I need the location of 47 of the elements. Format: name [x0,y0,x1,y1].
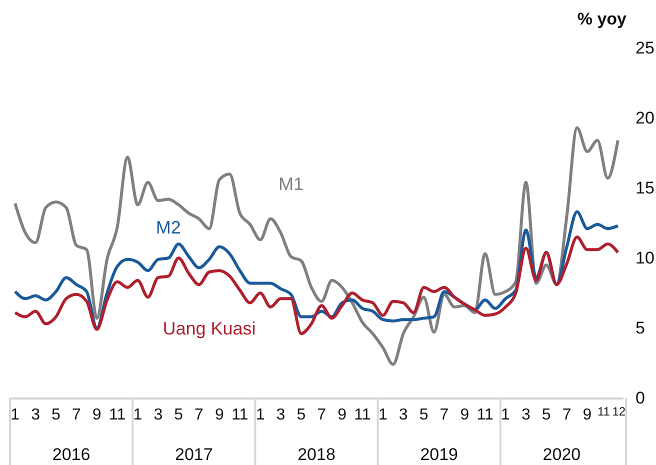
y-axis-title: % yoy [577,10,628,28]
y-tick-label: 10 [636,248,654,268]
x-tick-label: 3 [521,406,530,424]
text: 2019 [420,445,458,464]
series-label: Uang Kuasi [162,318,256,338]
y-tick-label: 25 [636,38,654,58]
x-tick-label: 11 [232,406,248,424]
x-tick-label: 3 [154,406,163,424]
x-tick-label: 9 [460,406,470,424]
x-tick-label: 11 [354,406,371,424]
x-tick-label: 9 [582,406,592,424]
x-tick-label: 3 [31,406,40,424]
text: 2017 [174,445,213,464]
y-tick-label: 15 [636,178,654,198]
series-label: M1 [278,174,304,194]
x-tick-label: 7 [72,406,81,424]
x-tick-label: 7 [440,406,449,424]
x-tick-label: 1 [378,406,388,424]
x-tick-label: 5 [52,406,61,424]
series-label: M2 [156,218,181,238]
x-tick-label: 9 [92,406,102,424]
text: 2016 [52,445,90,464]
x-tick-label: 5 [542,406,551,424]
x-tick-label: 11 [476,406,494,424]
x-tick-label: 5 [296,406,306,424]
x-tick-label: 1 [256,406,265,424]
x-tick-label: 1 [10,406,20,424]
x-tick-label: 1 [133,406,142,424]
y-tick-label: 5 [636,318,645,338]
x-tick-label: 1 [501,406,510,424]
x-tick-label: 7 [194,406,204,424]
x-tick-label: 5 [174,406,184,424]
x-tick-label: 11 [597,404,610,418]
x-tick-label: 3 [276,406,286,424]
x-tick-label: 9 [338,406,347,424]
x-tick-label: 5 [419,406,428,424]
x-tick-label: 9 [214,406,224,424]
x-tick-label: 11 [108,406,126,424]
text: 2020 [542,445,581,464]
line-series [14,126,620,366]
x-tick-label: 7 [317,406,326,424]
x-tick-label: 12 [612,404,626,418]
y-tick-label: 0 [636,388,645,408]
text: 2018 [298,445,336,464]
x-tick-label: 7 [562,406,572,424]
x-tick-label: 3 [398,406,408,424]
y-tick-label: 20 [636,108,654,128]
